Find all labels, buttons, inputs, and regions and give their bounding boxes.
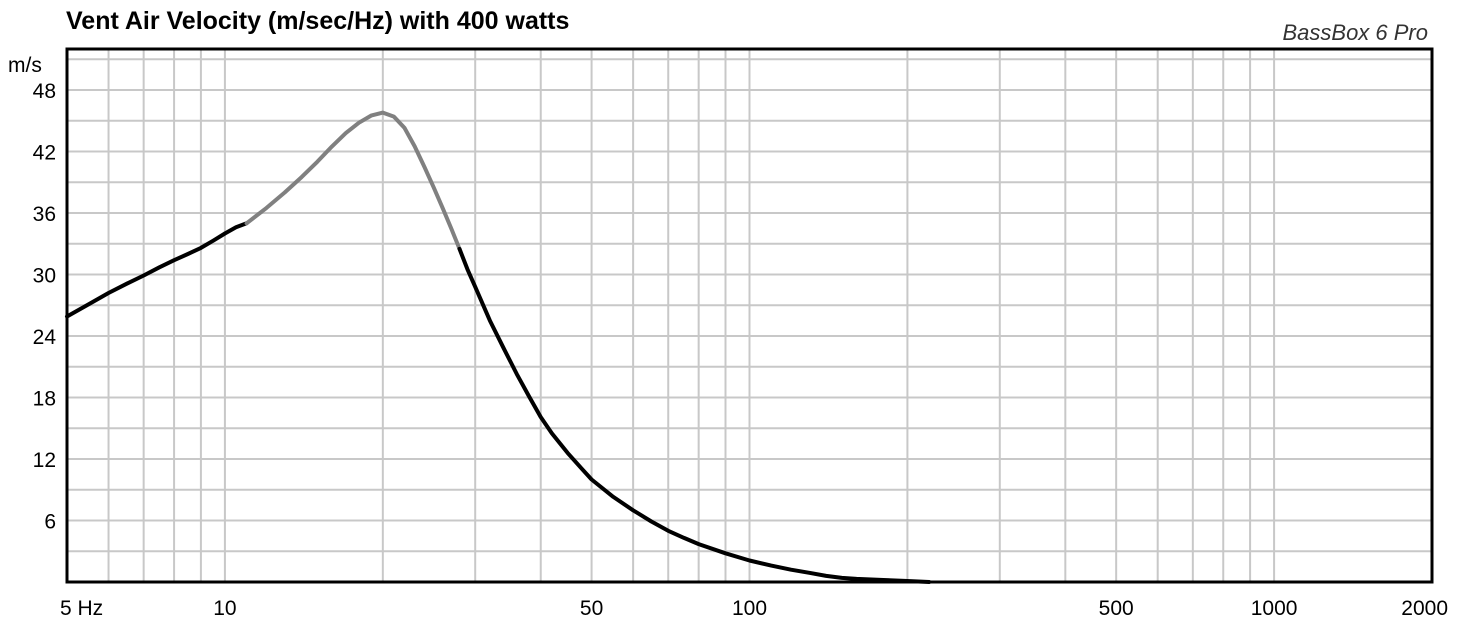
x-tick-label: 500: [1099, 597, 1134, 620]
grid: [67, 49, 1432, 582]
x-tick-label: 1000: [1251, 597, 1298, 620]
data-line-segment: [457, 246, 932, 584]
y-tick-label: 36: [33, 203, 56, 226]
x-tick-label: 10: [213, 597, 236, 620]
y-tick-label: 18: [33, 388, 56, 411]
y-axis-unit-label: m/s: [8, 54, 42, 77]
y-tick-label: 24: [33, 326, 57, 349]
data-line-layer: [65, 110, 932, 584]
y-tick-label: 6: [44, 511, 56, 534]
x-tick-label: 5 Hz: [60, 597, 103, 620]
x-tick-labels: 5 Hz 10 50 100 500 1000 2000: [60, 597, 1448, 620]
y-tick-label: 30: [33, 265, 56, 288]
data-line-highlight-segment: [244, 110, 462, 251]
x-tick-label: 100: [732, 597, 767, 620]
plot-frame: [65, 47, 1434, 584]
y-tick-label: 12: [33, 449, 56, 472]
y-tick-label: 42: [33, 142, 56, 165]
brand-label: BassBox 6 Pro: [1282, 20, 1428, 45]
data-line-segment: [65, 221, 249, 319]
x-tick-label: 50: [580, 597, 603, 620]
x-tick-label: 2000: [1401, 597, 1448, 620]
y-tick-labels: 6 12 18 24 30 36 42 48: [33, 80, 57, 534]
chart-title: Vent Air Velocity (m/sec/Hz) with 400 wa…: [66, 7, 569, 35]
y-tick-label: 48: [33, 80, 56, 103]
